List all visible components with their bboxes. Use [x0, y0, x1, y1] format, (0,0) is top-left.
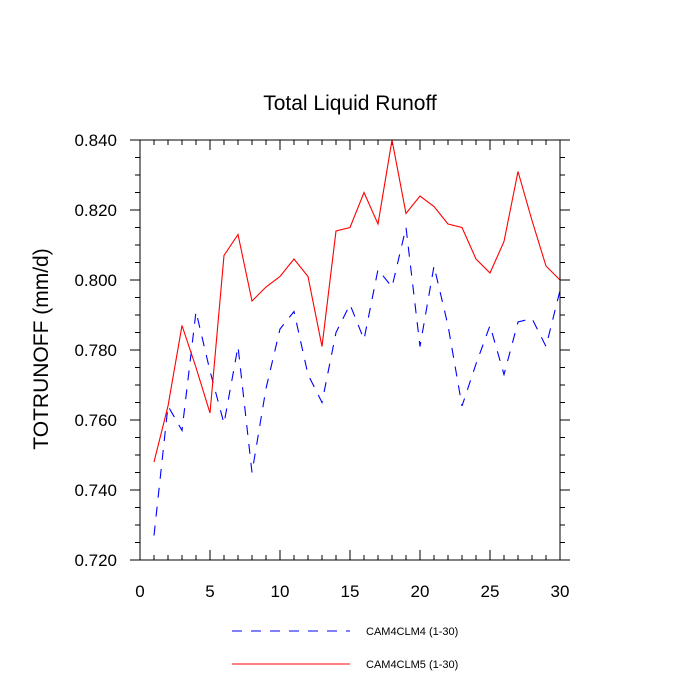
x-tick-label: 5	[205, 582, 214, 601]
y-tick-label: 0.840	[74, 131, 117, 150]
x-tick-label: 0	[135, 582, 144, 601]
x-tick-label: 30	[551, 582, 570, 601]
y-tick-label: 0.760	[74, 411, 117, 430]
y-tick-label: 0.720	[74, 551, 117, 570]
series-lines	[153, 139, 561, 536]
chart-title: Total Liquid Runoff	[263, 92, 437, 115]
y-axis-label: TOTRUNOFF (mm/d)	[30, 248, 53, 449]
legend: CAM4CLM4 (1-30) CAM4CLM5 (1-30)	[232, 626, 458, 671]
series-line-cam4clm4	[153, 227, 561, 536]
x-tick-label: 10	[271, 582, 290, 601]
legend-label: CAM4CLM4 (1-30)	[366, 626, 458, 638]
x-tick-label: 25	[481, 582, 500, 601]
series-line-cam4clm5	[153, 139, 561, 463]
y-tick-label: 0.740	[74, 481, 117, 500]
tick-labels: 0 5 10 15 20 25 30 0.720 0.740 0.760 0.780 0.800 0.8…	[74, 131, 569, 601]
axis-ticks	[130, 139, 570, 561]
plot-frame	[139, 139, 561, 561]
legend-label: CAM4CLM5 (1-30)	[366, 659, 458, 671]
x-tick-label: 15	[341, 582, 360, 601]
y-tick-label: 0.820	[74, 201, 117, 220]
y-tick-label: 0.780	[74, 341, 117, 360]
y-tick-label: 0.800	[74, 271, 117, 290]
x-tick-label: 20	[411, 582, 430, 601]
